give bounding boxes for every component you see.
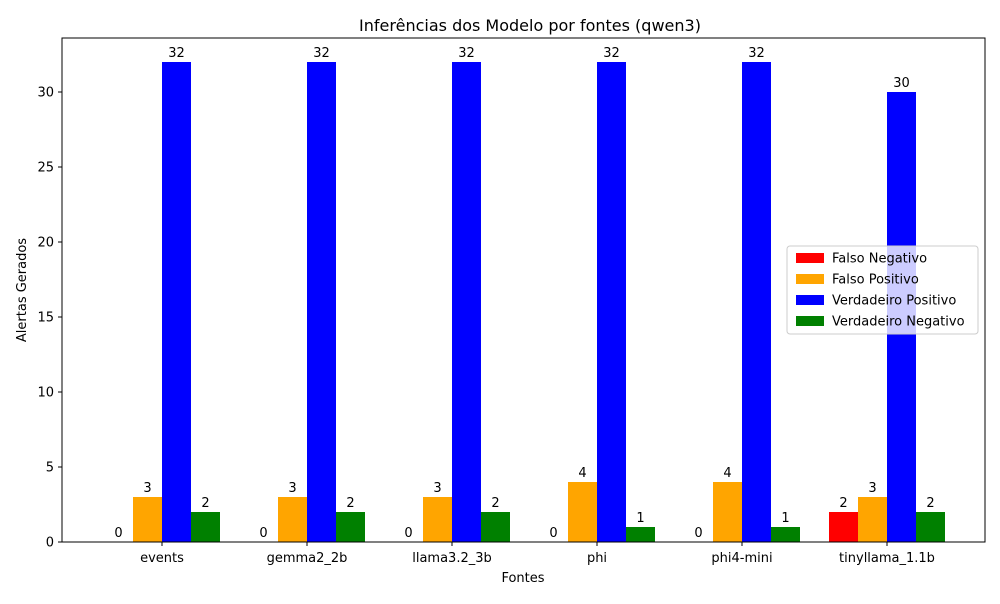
y-tick-label: 30	[37, 86, 54, 101]
data-label: 32	[458, 46, 475, 61]
plot-frame	[61, 37, 986, 543]
legend: Falso Negativo Falso Positivo Verdadeiro P…	[786, 245, 979, 335]
data-label: 3	[288, 481, 296, 496]
y-axis-label: Alertas Gerados	[15, 238, 30, 342]
legend-box	[786, 245, 979, 335]
y-tick-label: 20	[37, 236, 54, 251]
legend-swatch	[796, 253, 824, 263]
data-label: 32	[313, 46, 330, 61]
bar-verdadeiro-negativo-events	[191, 512, 220, 542]
data-label: 32	[748, 46, 765, 61]
data-label: 3	[143, 481, 151, 496]
data-label: 3	[868, 481, 876, 496]
bar-falso-positivo-phi	[568, 482, 597, 542]
data-label: 2	[926, 496, 934, 511]
chart-title: Inferências dos Modelo por fontes (qwen3…	[359, 16, 701, 35]
legend-swatch	[796, 295, 824, 305]
legend-entry: Verdadeiro Negativo	[832, 315, 965, 330]
data-label: 4	[723, 466, 731, 481]
y-tick-label: 25	[37, 161, 54, 176]
data-label: 0	[404, 526, 412, 541]
y-tick-label: 5	[46, 461, 54, 476]
legend-entry: Falso Positivo	[832, 273, 919, 288]
data-label: 4	[578, 466, 586, 481]
bar-falso-positivo-llama3.2_3b	[423, 497, 452, 542]
x-tick-label: events	[140, 551, 184, 566]
bar-falso-positivo-phi4-mini	[713, 482, 742, 542]
data-labels-layer: 0 3 32 2 0 3 32 2 0 3 32 2 0 4 32 1 0 4 32 1 2 3 30 2	[114, 46, 934, 541]
data-label: 32	[603, 46, 620, 61]
data-label: 0	[549, 526, 557, 541]
data-label: 0	[694, 526, 702, 541]
bar-verdadeiro-positivo-phi	[597, 62, 626, 542]
bar-verdadeiro-positivo-gemma2_2b	[307, 62, 336, 542]
bar-verdadeiro-positivo-phi4-mini	[742, 62, 771, 542]
x-tick-label: phi	[587, 551, 607, 566]
x-tick-label: tinyllama_1.1b	[839, 551, 935, 566]
legend-swatch	[796, 274, 824, 284]
data-label: 30	[893, 76, 910, 91]
bar-verdadeiro-negativo-phi	[626, 527, 655, 542]
bar-verdadeiro-negativo-llama3.2_3b	[481, 512, 510, 542]
bar-falso-negativo-tinyllama_1.1b	[829, 512, 858, 542]
x-tick-label: llama3.2_3b	[412, 551, 492, 566]
data-label: 0	[114, 526, 122, 541]
y-tick-label: 10	[37, 386, 54, 401]
data-label: 2	[839, 496, 847, 511]
bar-falso-positivo-gemma2_2b	[278, 497, 307, 542]
data-label: 32	[168, 46, 185, 61]
data-label: 2	[201, 496, 209, 511]
legend-entry: Falso Negativo	[832, 252, 927, 267]
bar-verdadeiro-positivo-llama3.2_3b	[452, 62, 481, 542]
y-tick-label: 15	[37, 311, 54, 326]
y-tick-label: 0	[46, 536, 54, 551]
data-label: 2	[346, 496, 354, 511]
bar-verdadeiro-negativo-gemma2_2b	[336, 512, 365, 542]
legend-entry: Verdadeiro Positivo	[832, 294, 956, 309]
x-tick-label: phi4-mini	[711, 551, 772, 566]
bars-layer	[133, 62, 945, 542]
bar-verdadeiro-positivo-events	[162, 62, 191, 542]
data-label: 3	[433, 481, 441, 496]
bar-verdadeiro-negativo-tinyllama_1.1b	[916, 512, 945, 542]
x-axis-label: Fontes	[501, 571, 544, 586]
data-label: 0	[259, 526, 267, 541]
legend-swatch	[796, 316, 824, 326]
bar-falso-positivo-tinyllama_1.1b	[858, 497, 887, 542]
data-label: 1	[781, 511, 789, 526]
data-label: 2	[491, 496, 499, 511]
bar-falso-positivo-events	[133, 497, 162, 542]
data-label: 1	[636, 511, 644, 526]
x-tick-label: gemma2_2b	[267, 551, 348, 566]
bar-verdadeiro-negativo-phi4-mini	[771, 527, 800, 542]
